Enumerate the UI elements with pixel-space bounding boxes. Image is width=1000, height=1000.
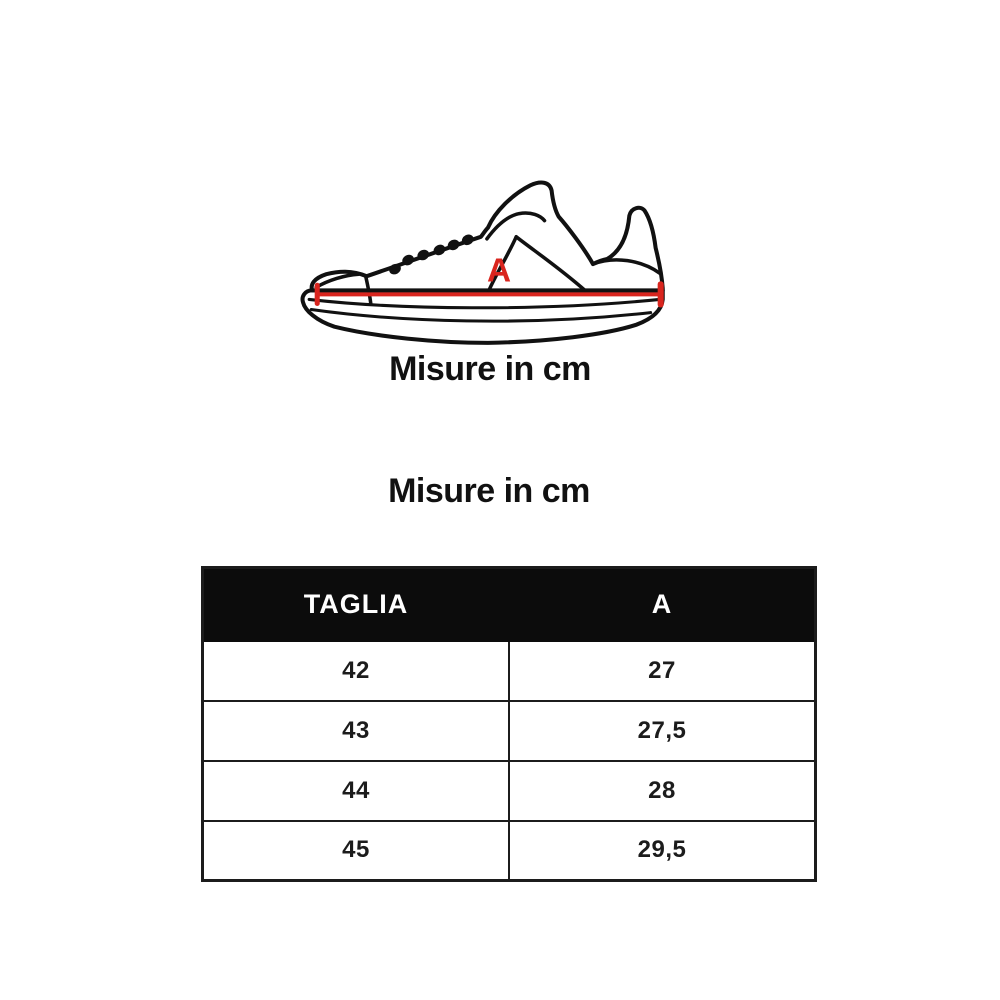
cell-measure: 28: [508, 759, 817, 822]
size-table-header: TAGLIA A: [201, 566, 817, 642]
cell-size: 45: [201, 819, 510, 882]
shoe-lace-dots: [389, 234, 474, 275]
shoe-heel-counter-seam: [591, 258, 662, 275]
size-table: TAGLIA A 42 27 43 27,5 44 28 45 29,5: [201, 566, 817, 882]
shoe-sole-outline: [300, 288, 665, 345]
measurement-annotation: [314, 281, 664, 308]
table-row: 45 29,5: [201, 819, 817, 882]
size-table-header-row: TAGLIA A: [201, 566, 817, 642]
shoe-midsole-line-2: [309, 308, 653, 323]
shoe-vamp-seam-right: [514, 235, 587, 293]
table-row: 42 27: [201, 639, 817, 702]
size-table-body: 42 27 43 27,5 44 28 45 29,5: [201, 639, 817, 882]
column-header-a: A: [508, 566, 817, 642]
shoe-vamp-seam-left: [487, 235, 518, 293]
shoe-midsole-line-1: [307, 297, 662, 310]
cell-measure: 27: [508, 639, 817, 702]
table-row: 44 28: [201, 759, 817, 822]
shoe-measurement-diagram: A: [296, 158, 692, 354]
diagram-caption: Misure in cm: [389, 350, 591, 388]
cell-measure: 29,5: [508, 819, 817, 882]
column-header-taglia: TAGLIA: [201, 566, 510, 642]
cell-measure: 27,5: [508, 699, 817, 762]
shoe-tongue-seam: [485, 211, 547, 241]
table-row: 43 27,5: [201, 699, 817, 762]
sneaker-side-outline-icon: A: [300, 180, 665, 345]
table-section-title: Misure in cm: [388, 472, 590, 510]
cell-size: 44: [201, 759, 510, 822]
measurement-label: A: [487, 252, 511, 289]
cell-size: 42: [201, 639, 510, 702]
shoe-quarter-seam: [363, 274, 373, 306]
cell-size: 43: [201, 699, 510, 762]
